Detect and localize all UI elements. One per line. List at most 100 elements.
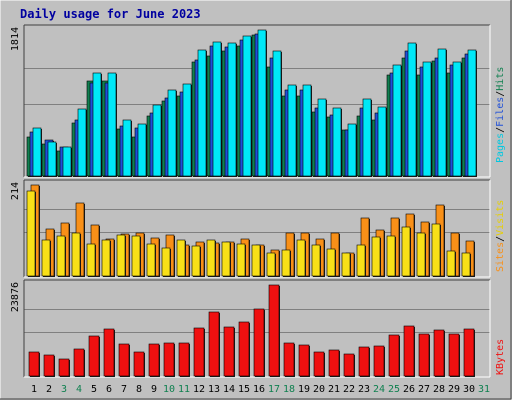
visits-bar (101, 239, 111, 277)
hits-bar (122, 119, 132, 177)
hits-bar (302, 84, 312, 177)
kbytes-bar (298, 344, 310, 377)
legend-entry: Files (495, 97, 506, 127)
ymax-label-1: 1814 (10, 27, 21, 51)
legend-entry: Pages (495, 133, 506, 163)
hits-bar (197, 49, 207, 177)
visits-bar (221, 241, 231, 277)
kbytes-bar (418, 333, 430, 377)
ymax-label-2: 214 (10, 182, 21, 200)
legend-entry: Hits (495, 67, 506, 91)
visits-bar (326, 248, 336, 277)
kbytes-bar (388, 334, 400, 377)
hits-bar (107, 72, 117, 177)
hits-bar (287, 84, 297, 177)
day-label: 17 (268, 384, 280, 395)
kbytes-bar (118, 343, 130, 377)
hits-bar (92, 72, 102, 177)
hits-bar (392, 64, 402, 177)
visits-bar (296, 239, 306, 277)
visits-bar (281, 249, 291, 277)
visits-bar (56, 235, 66, 277)
hits-bar (422, 61, 432, 177)
hits-bar (137, 123, 147, 177)
visits-bar (191, 245, 201, 277)
kbytes-bar (223, 326, 235, 377)
kbytes-bar (163, 342, 175, 377)
kbytes-bar (268, 284, 280, 377)
day-label: 22 (343, 384, 355, 395)
legend-entry: / (495, 236, 506, 242)
panel-2 (23, 179, 491, 278)
hits-bar (377, 106, 387, 177)
visits-bar (116, 234, 126, 277)
hits-bar (32, 127, 42, 177)
day-label: 21 (328, 384, 340, 395)
visits-bar (311, 244, 321, 277)
day-label: 6 (106, 384, 112, 395)
visits-bar (236, 243, 246, 277)
kbytes-bar (403, 325, 415, 377)
visits-bar (356, 244, 366, 277)
day-label: 13 (208, 384, 220, 395)
kbytes-bar (73, 348, 85, 377)
day-label: 9 (151, 384, 157, 395)
visits-bar (26, 190, 36, 277)
legend-entry: Visits (495, 200, 506, 236)
kbytes-bar (343, 353, 355, 377)
day-label: 8 (136, 384, 142, 395)
kbytes-bar (328, 349, 340, 377)
kbytes-bar (238, 321, 250, 377)
visits-bar (401, 226, 411, 277)
hits-bar (452, 61, 462, 177)
visits-bar (251, 244, 261, 277)
kbytes-bar (178, 342, 190, 377)
visits-bar (146, 243, 156, 277)
visits-bar (461, 252, 471, 277)
ymax-label-3: 23876 (10, 282, 21, 312)
hits-bar (242, 35, 252, 177)
legend-top: Pages/Files/Hits (495, 67, 506, 163)
kbytes-bar (283, 342, 295, 377)
kbytes-bar (448, 333, 460, 377)
kbytes-bar (88, 335, 100, 377)
legend-entry: / (495, 91, 506, 97)
hits-bar (152, 104, 162, 177)
visits-bar (416, 232, 426, 277)
day-label: 20 (313, 384, 325, 395)
legend-entry: KBytes (495, 339, 506, 375)
kbytes-bar (133, 351, 145, 377)
hits-bar (317, 98, 327, 177)
kbytes-bar (463, 328, 475, 377)
day-label: 18 (283, 384, 295, 395)
day-label: 3 (61, 384, 67, 395)
day-label: 23 (358, 384, 370, 395)
chart-panels: 1814 214 23876 (10, 24, 491, 378)
day-label: 12 (193, 384, 205, 395)
visits-bar (206, 239, 216, 277)
day-label: 26 (403, 384, 415, 395)
day-label: 11 (178, 384, 190, 395)
kbytes-bar (43, 354, 55, 377)
kbytes-bar (373, 345, 385, 377)
visits-bar (71, 232, 81, 277)
day-label: 24 (373, 384, 385, 395)
visits-bar (161, 247, 171, 277)
kbytes-bar (103, 328, 115, 377)
kbytes-bar (58, 358, 70, 377)
hits-bar (77, 108, 87, 177)
visits-bar (341, 252, 351, 277)
hits-bar (347, 123, 357, 177)
panel-1 (23, 24, 491, 178)
day-label: 2 (46, 384, 52, 395)
visits-bar (131, 235, 141, 277)
hits-bar (212, 41, 222, 177)
day-labels: 1 2 3 4 5 6 7 8 9 10 11 12 13 14 15 16 17 18 19 20 21 22 23 24 2… (31, 384, 490, 395)
panel-3 (23, 279, 491, 378)
kbytes-bar (313, 351, 325, 377)
visits-bar (446, 250, 456, 277)
kbytes-bar (433, 329, 445, 377)
day-label: 28 (433, 384, 445, 395)
